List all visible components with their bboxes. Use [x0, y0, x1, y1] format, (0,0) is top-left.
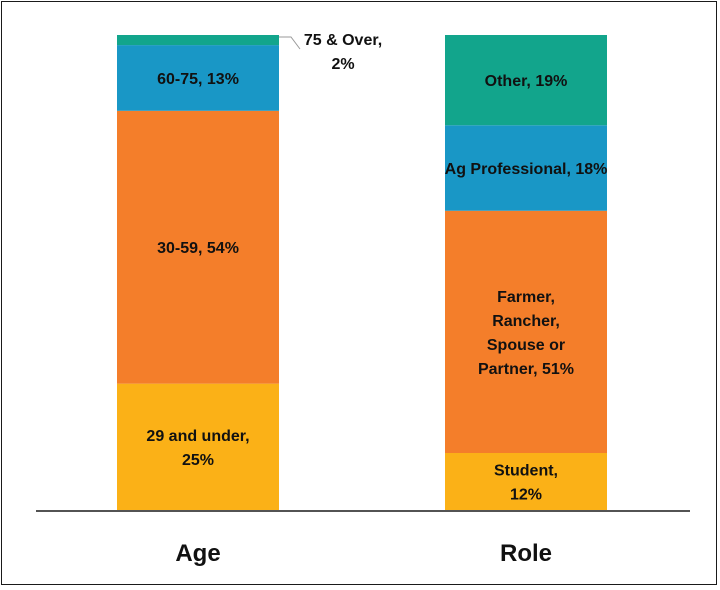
category-label-role: Role	[500, 540, 552, 567]
callout-leader-line	[279, 36, 301, 50]
category-label-age: Age	[175, 540, 220, 567]
bar-segment-role-other-19	[445, 35, 607, 126]
bar-segment-age-75-over-2	[117, 35, 279, 46]
data-label-role-student-12: Student, 12%	[494, 463, 558, 504]
data-label-age-30-59-54: 30-59, 54%	[157, 240, 239, 257]
bar-segment-role-student-12	[445, 453, 607, 510]
bar-segment-role-farmer-rancher-spouse-or-partner-51	[445, 210, 607, 453]
data-label-age-75-over-2: 75 & Over, 2%	[304, 32, 382, 73]
bar-segment-age-29-and-under-25	[117, 383, 279, 510]
data-label-role-ag-professional-18: Ag Professional, 18%	[445, 161, 608, 178]
data-label-age-60-75-13: 60-75, 13%	[157, 71, 239, 88]
data-label-age-29-and-under-25: 29 and under, 25%	[146, 428, 249, 469]
bar-segment-role-ag-professional-18	[445, 125, 607, 211]
bar-segment-age-60-75-13	[117, 45, 279, 111]
data-label-role-other-19: Other, 19%	[485, 73, 568, 90]
bar-segment-age-30-59-54	[117, 110, 279, 384]
data-label-role-farmer-rancher-spouse-or-partner-51: Farmer, Rancher, Spouse or Partner, 51%	[478, 289, 574, 378]
